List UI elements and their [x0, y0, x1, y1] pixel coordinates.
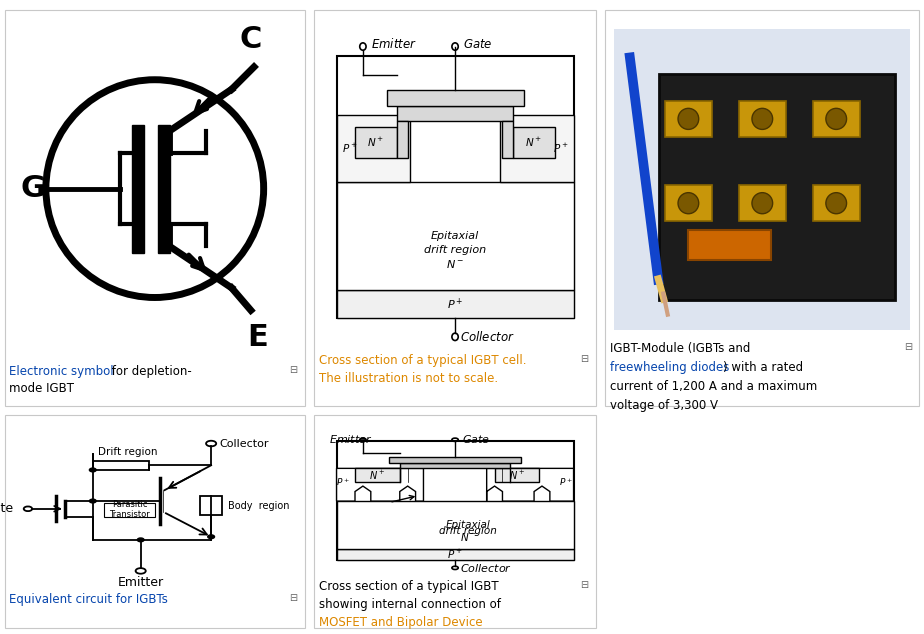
Text: $N^+$: $N^+$ [509, 469, 525, 482]
Bar [336, 501, 574, 549]
Text: ) with a rated: ) with a rated [723, 361, 803, 375]
Bar [688, 230, 772, 261]
Text: Cross section of a typical IGBT cell.: Cross section of a typical IGBT cell. [319, 354, 527, 367]
Text: $N^+$: $N^+$ [526, 136, 542, 149]
Text: $P^+$: $P^+$ [447, 296, 463, 311]
Text: freewheeling diodes: freewheeling diodes [610, 361, 729, 375]
Bar [400, 463, 510, 469]
Bar [664, 101, 712, 137]
Text: G: G [20, 174, 45, 203]
Bar [336, 549, 574, 560]
Text: ⊟: ⊟ [580, 580, 589, 590]
Bar [5, 415, 305, 628]
Text: Collector: Collector [220, 439, 269, 448]
Bar [355, 469, 400, 482]
Text: $Gate$: $Gate$ [463, 37, 492, 51]
Text: $N^-$: $N^-$ [446, 258, 464, 270]
Text: $Collector$: $Collector$ [460, 562, 513, 574]
Text: $P^+$: $P^+$ [559, 476, 573, 488]
Bar [336, 290, 574, 318]
Text: Epitaxial: Epitaxial [431, 231, 480, 242]
Text: ⊟: ⊟ [289, 593, 298, 603]
Text: ⊟: ⊟ [904, 342, 912, 353]
Text: Cross section of a typical IGBT: Cross section of a typical IGBT [319, 580, 498, 593]
Polygon shape [336, 469, 423, 501]
Bar [386, 90, 524, 106]
Text: $N^+$: $N^+$ [368, 136, 384, 149]
Bar [500, 115, 574, 183]
Bar [314, 415, 596, 628]
Bar [738, 185, 786, 221]
Bar [812, 101, 860, 137]
Text: drift region: drift region [424, 245, 486, 255]
Text: Epitaxial: Epitaxial [446, 520, 491, 530]
Text: voltage of 3,300 V: voltage of 3,300 V [610, 399, 718, 413]
Text: $P^+$: $P^+$ [553, 142, 568, 155]
Bar [132, 124, 144, 253]
Text: Electronic symbol: Electronic symbol [9, 365, 114, 378]
Text: mode IGBT: mode IGBT [9, 382, 74, 396]
Bar [104, 503, 155, 517]
Text: $N^+$: $N^+$ [370, 469, 385, 482]
Bar [158, 124, 169, 253]
Bar [513, 127, 555, 158]
Text: showing internal connection of: showing internal connection of [319, 598, 501, 611]
Bar [494, 469, 540, 482]
Circle shape [826, 193, 846, 214]
Text: drift region: drift region [439, 526, 497, 536]
Text: current of 1,200 A and a maximum: current of 1,200 A and a maximum [610, 380, 817, 394]
Text: C: C [239, 25, 262, 54]
Text: Emitter: Emitter [117, 576, 164, 590]
Bar [812, 185, 860, 221]
Circle shape [678, 193, 699, 214]
Text: $P^+$: $P^+$ [336, 476, 350, 488]
Bar [389, 456, 521, 463]
Text: $Emitter$: $Emitter$ [329, 433, 372, 445]
Text: IGBT-Module (IGBTs and: IGBT-Module (IGBTs and [610, 342, 750, 356]
Text: Body  region: Body region [228, 501, 289, 510]
Text: Equivalent circuit for IGBTs: Equivalent circuit for IGBTs [9, 593, 168, 606]
Circle shape [90, 499, 96, 503]
Bar [605, 10, 919, 406]
Text: $N^-$: $N^-$ [459, 531, 477, 543]
Text: E: E [247, 323, 268, 352]
Text: Drift region: Drift region [99, 447, 158, 456]
Bar [397, 106, 513, 121]
Circle shape [678, 108, 699, 129]
Polygon shape [659, 74, 895, 300]
Bar [355, 127, 397, 158]
Bar [336, 56, 574, 318]
Text: Parasitic
Transistor: Parasitic Transistor [109, 500, 150, 519]
Bar [314, 10, 596, 406]
Bar [397, 121, 407, 158]
Bar [664, 185, 712, 221]
Text: $Gate$: $Gate$ [462, 433, 490, 445]
Bar [5, 10, 305, 406]
Bar [336, 183, 574, 290]
Circle shape [138, 538, 144, 541]
Text: for depletion-: for depletion- [108, 365, 192, 378]
Bar [336, 441, 574, 560]
Text: $P^+$: $P^+$ [342, 142, 358, 155]
Text: Gate: Gate [0, 502, 14, 515]
Bar [92, 461, 149, 470]
Text: ⊟: ⊟ [580, 354, 589, 364]
Circle shape [208, 535, 214, 539]
Bar [738, 101, 786, 137]
Text: $P^+$: $P^+$ [447, 548, 463, 561]
Circle shape [90, 468, 96, 472]
Bar [200, 496, 223, 515]
Bar [503, 121, 513, 158]
Polygon shape [487, 469, 574, 501]
Circle shape [826, 108, 846, 129]
Bar [336, 115, 410, 183]
Text: ⊟: ⊟ [289, 365, 298, 375]
Text: MOSFET and Bipolar Device: MOSFET and Bipolar Device [319, 616, 482, 629]
Text: $Emitter$: $Emitter$ [371, 37, 417, 51]
Circle shape [752, 108, 772, 129]
Text: The illustration is not to scale.: The illustration is not to scale. [319, 372, 498, 385]
Circle shape [752, 193, 772, 214]
Text: $Collector$: $Collector$ [460, 330, 516, 344]
